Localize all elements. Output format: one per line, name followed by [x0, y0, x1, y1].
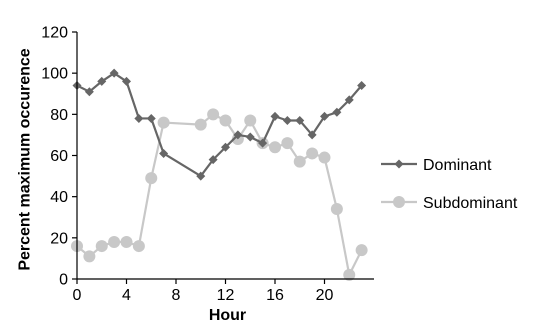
data-point-subdominant — [269, 141, 281, 154]
y-tick-label: 60 — [50, 148, 68, 165]
data-point-dominant — [122, 76, 131, 86]
plot-area — [71, 68, 368, 281]
data-point-subdominant — [207, 108, 220, 121]
data-point-dominant — [159, 148, 169, 158]
series-line-dominant — [76, 72, 363, 178]
y-tick-label: 120 — [41, 25, 68, 42]
y-tick-label: 100 — [41, 66, 68, 83]
data-point-subdominant — [95, 240, 108, 253]
series-line-subdominant — [76, 113, 363, 276]
data-point-dominant — [221, 142, 230, 152]
data-point-subdominant — [293, 155, 306, 168]
data-point-subdominant — [318, 151, 331, 164]
data-point-dominant — [332, 107, 342, 117]
data-point-dominant — [320, 111, 329, 121]
data-point-dominant — [208, 155, 218, 165]
series-dominant — [72, 68, 367, 181]
data-point-dominant — [109, 68, 119, 78]
data-point-subdominant — [83, 250, 96, 263]
data-point-subdominant — [157, 116, 170, 129]
legend-marker-dominant — [394, 159, 404, 169]
y-tick-label: 80 — [50, 107, 68, 124]
data-point-subdominant — [244, 114, 257, 127]
data-point-subdominant — [330, 203, 343, 216]
data-point-subdominant — [108, 235, 121, 248]
y-tick-label: 20 — [50, 230, 68, 247]
data-point-dominant — [295, 116, 305, 126]
data-point-subdominant — [219, 114, 232, 127]
data-point-dominant — [282, 116, 292, 126]
data-point-dominant — [245, 132, 255, 142]
legend-label-dominant: Dominant — [423, 157, 492, 174]
data-point-subdominant — [194, 118, 207, 131]
x-tick-label: 20 — [316, 287, 334, 304]
x-axis-title: Hour — [209, 307, 246, 324]
data-point-subdominant — [145, 172, 158, 185]
x-tick-label: 8 — [172, 287, 181, 304]
y-tick-label: 40 — [50, 189, 68, 206]
legend: Dominant Subdominant — [381, 157, 518, 212]
x-tick-label: 16 — [266, 287, 284, 304]
data-point-dominant — [270, 111, 280, 121]
data-point-dominant — [233, 130, 243, 140]
data-point-dominant — [84, 87, 94, 97]
data-point-dominant — [307, 130, 317, 140]
data-point-subdominant — [281, 137, 294, 150]
data-point-dominant — [134, 113, 144, 123]
axes — [72, 31, 374, 284]
data-point-subdominant — [120, 235, 133, 248]
legend-marker-subdominant — [393, 196, 405, 208]
data-point-dominant — [357, 81, 367, 91]
legend-item-dominant: Dominant — [381, 157, 492, 174]
data-point-dominant — [97, 76, 107, 86]
x-tick-label: 0 — [73, 287, 82, 304]
data-point-subdominant — [343, 268, 356, 281]
series-subdominant — [71, 108, 368, 281]
tick-labels: 0 20 40 60 80 100 120 0 4 8 12 16 20 — [41, 25, 333, 305]
data-point-dominant — [258, 138, 268, 148]
data-point-subdominant — [132, 240, 145, 253]
x-tick-label: 4 — [122, 287, 131, 304]
data-point-dominant — [196, 171, 206, 181]
x-tick-label: 12 — [217, 287, 235, 304]
legend-label-subdominant: Subdominant — [423, 195, 518, 212]
data-point-dominant — [344, 95, 354, 105]
data-point-subdominant — [306, 147, 319, 160]
legend-item-subdominant: Subdominant — [381, 195, 518, 212]
y-tick-label: 0 — [59, 272, 68, 289]
data-point-dominant — [146, 113, 156, 123]
data-point-subdominant — [355, 244, 368, 257]
y-axis-title: Percent maximum occurence — [17, 48, 34, 270]
